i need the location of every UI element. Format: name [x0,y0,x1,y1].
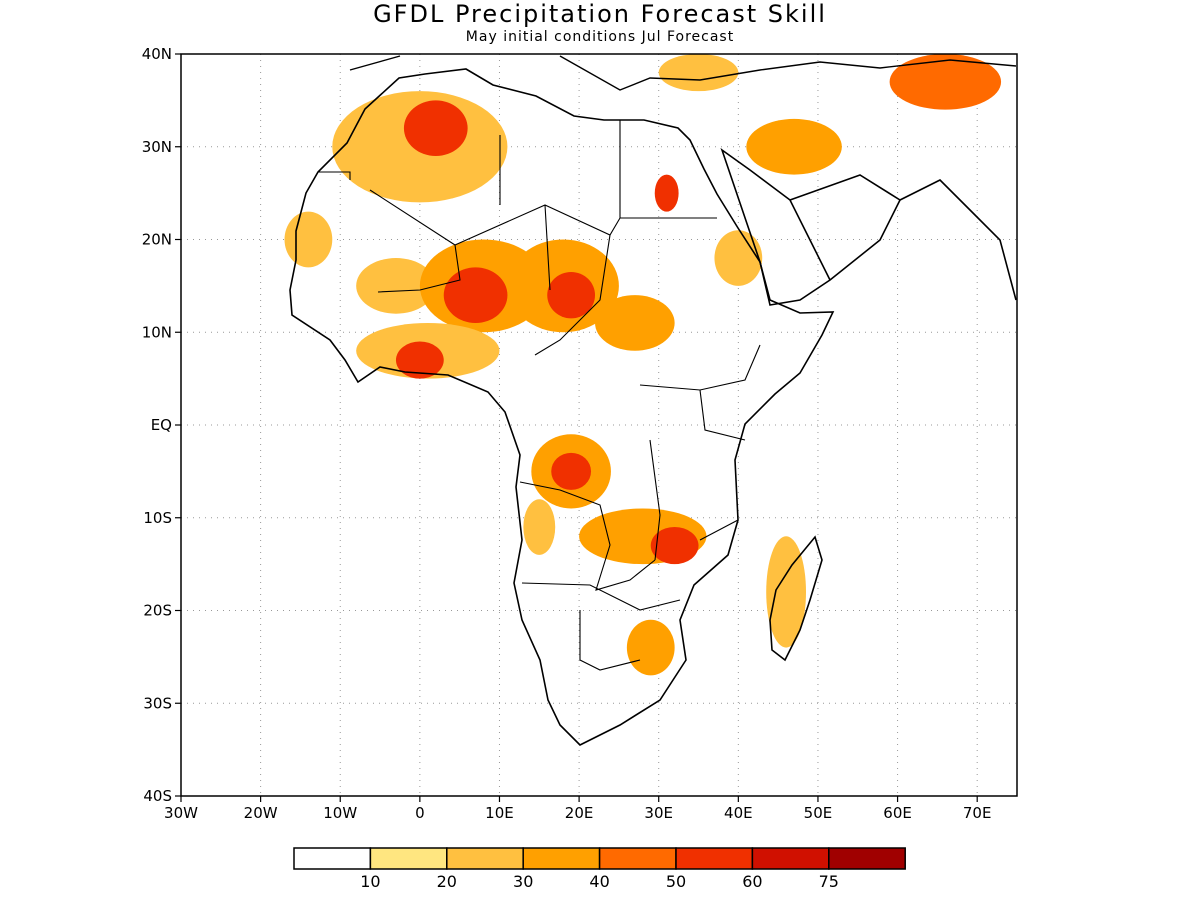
lat-tick-label: 30N [142,138,172,156]
plot-frame [180,53,1018,797]
skill-region [714,230,763,286]
country-borders [318,120,761,671]
asia-coastline [899,179,1017,301]
lat-tick-label: 40N [142,45,172,63]
colorbar-swatch [293,847,372,870]
lat-tick-label: 30S [143,694,172,712]
skill-region [595,295,675,351]
skill-region [766,536,807,648]
lon-tick-label: 70E [963,804,992,822]
colorbar: 10 20 30 40 50 60 75 [293,847,906,891]
coastlines [289,55,1017,746]
colorbar-swatch [522,847,601,870]
skill-region [356,258,436,314]
skill-region [284,211,333,268]
lat-tick-label: 20S [143,602,172,620]
colorbar-swatch [369,847,448,870]
skill-shading [284,53,1002,676]
skill-region [654,174,679,212]
colorbar-swatch [675,847,754,870]
lon-tick-label: 30E [644,804,673,822]
skill-region [551,452,592,490]
lon-tick-label: 50E [804,804,833,822]
lat-tick-label: 20N [142,231,172,249]
lon-tick-label: 30W [164,804,198,822]
colorbar-label: 40 [589,872,609,891]
colorbar-label: 75 [819,872,839,891]
colorbar-label: 30 [513,872,533,891]
chart-subtitle: May initial conditions Jul Forecast [465,29,735,45]
colorbar-label: 50 [666,872,686,891]
skill-region [650,527,699,565]
colorbar-label: 10 [360,872,380,891]
longitude-axis: 30W 20W 10W 0 10E 20E 30E 40E 50E 60E 70E [164,796,991,822]
lon-tick-label: 20W [244,804,278,822]
skill-region [395,341,444,379]
skill-region [443,267,508,323]
colorbar-swatch [828,847,906,870]
latitude-axis: 40N 30N 20N 10N EQ 10S 20S 30S 40S [142,45,181,805]
skill-region [403,100,468,157]
lon-tick-label: 0 [415,804,425,822]
europe-coastline [349,55,1017,91]
lon-tick-label: 10E [485,804,514,822]
lat-tick-label: EQ [151,416,172,434]
lon-tick-label: 20E [565,804,594,822]
lat-tick-label: 10S [143,509,172,527]
madagascar-coastline [769,535,823,662]
gridlines [181,54,1017,796]
colorbar-swatch [446,847,524,870]
lon-tick-label: 60E [883,804,912,822]
skill-region [523,499,556,555]
skill-region [626,619,675,676]
colorbar-label: 60 [742,872,762,891]
skill-region [889,53,1002,110]
skill-region [547,271,596,319]
colorbar-swatch [598,847,677,870]
skill-region [746,118,842,175]
colorbar-swatch [751,847,830,870]
lat-tick-label: 10N [142,323,172,341]
lon-tick-label: 40E [724,804,753,822]
lon-tick-label: 10W [323,804,357,822]
lat-tick-label: 40S [143,787,172,805]
skill-region [658,54,739,92]
colorbar-label: 20 [437,872,457,891]
chart-title: GFDL Precipitation Forecast Skill [373,0,827,28]
